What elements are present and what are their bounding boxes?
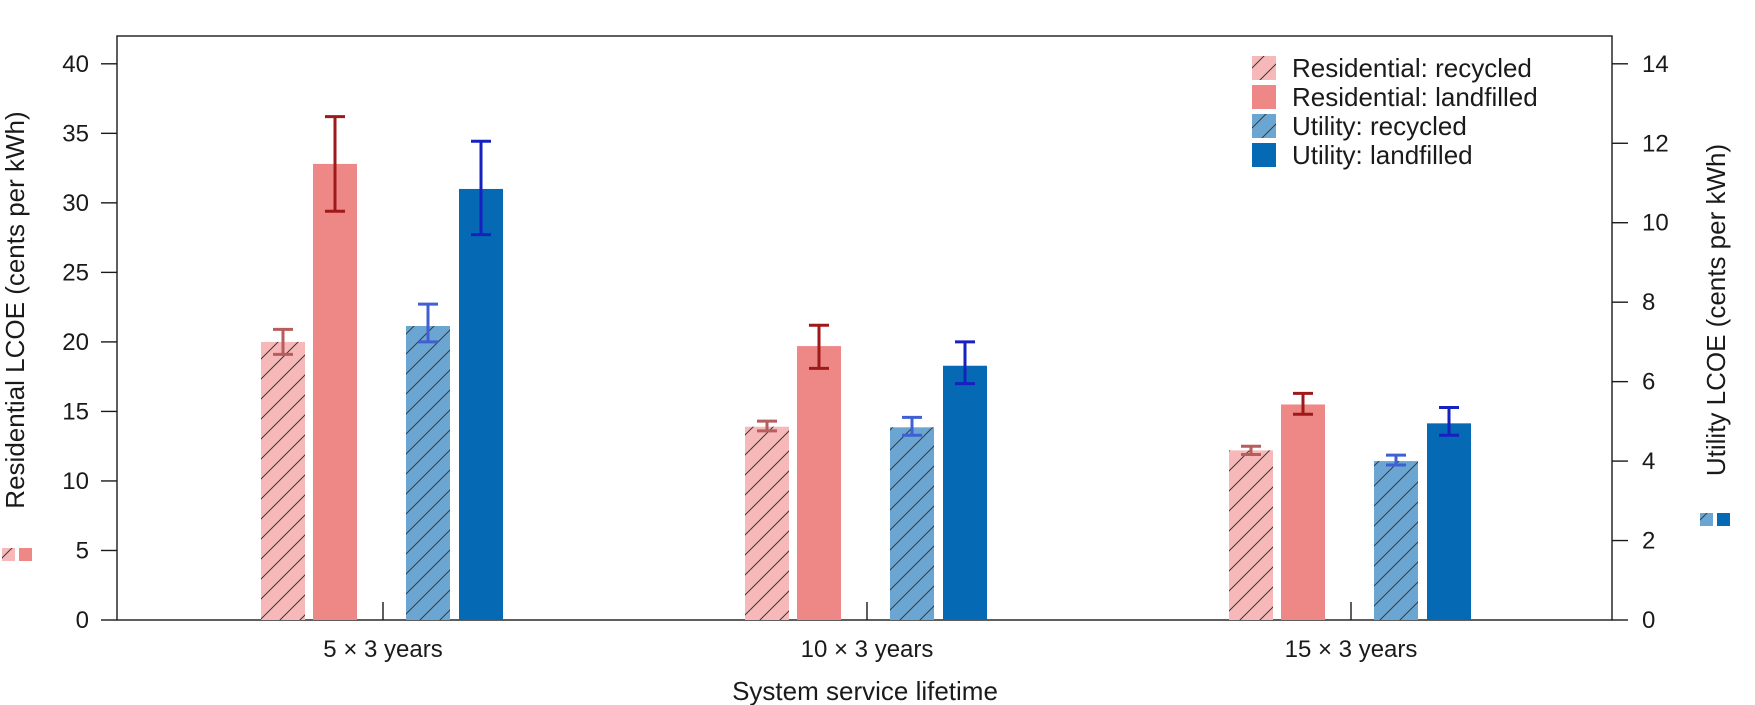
error-bar <box>809 323 829 370</box>
bar <box>1281 404 1325 620</box>
right-tick-label: 14 <box>1642 51 1669 78</box>
error-bar <box>757 419 777 433</box>
error-bar <box>273 327 293 356</box>
left-tick-label: 0 <box>76 607 89 634</box>
right-tick-label: 2 <box>1642 528 1655 555</box>
x-axis-title: System service lifetime <box>732 676 998 705</box>
error-bar <box>1439 405 1459 437</box>
bar-series <box>261 163 1471 620</box>
left-tick-label: 5 <box>76 537 89 564</box>
left-tick-label: 20 <box>62 329 89 356</box>
plot-frame <box>116 35 1613 621</box>
legend-swatch <box>1252 85 1276 109</box>
legend-label: Utility: landfilled <box>1292 140 1473 170</box>
right-y-axis: 0 2 4 6 8 10 12 14 <box>1612 51 1669 634</box>
error-bar <box>471 139 491 237</box>
right-tick-label: 4 <box>1642 448 1655 475</box>
legend-swatch <box>1252 143 1276 167</box>
left-y-axis: 0 5 10 15 20 25 30 35 40 <box>62 51 117 634</box>
left-axis-title: Residential LCOE (cents per kWh) <box>0 111 30 508</box>
bar <box>459 188 503 620</box>
bar-hatch <box>261 341 305 620</box>
bar <box>797 346 841 620</box>
legend-label: Residential: landfilled <box>1292 82 1538 112</box>
left-tick-label: 10 <box>62 468 89 495</box>
left-tick-label: 15 <box>62 398 89 425</box>
legend-swatch-hatch <box>1252 114 1276 138</box>
x-axis: 5 × 3 years 10 × 3 years 15 × 3 years <box>323 602 1417 663</box>
left-axis-key-hatched-pattern <box>2 548 15 561</box>
left-tick-label: 40 <box>62 51 89 78</box>
right-tick-label: 8 <box>1642 289 1655 316</box>
bar-hatch <box>1229 450 1273 620</box>
error-bar <box>1241 444 1261 457</box>
left-tick-label: 30 <box>62 190 89 217</box>
right-axis-key-solid <box>1717 513 1730 526</box>
error-bar <box>1386 453 1406 467</box>
error-bar <box>902 415 922 437</box>
right-tick-label: 6 <box>1642 369 1655 396</box>
bar <box>313 163 357 620</box>
legend-label: Residential: recycled <box>1292 53 1532 83</box>
bar-hatch <box>745 426 789 620</box>
legend-label: Utility: recycled <box>1292 111 1467 141</box>
bar-hatch <box>406 326 450 620</box>
legend-swatch-hatch <box>1252 56 1276 80</box>
right-tick-label: 12 <box>1642 130 1669 157</box>
x-tick-label: 10 × 3 years <box>801 636 934 663</box>
left-tick-label: 35 <box>62 120 89 147</box>
left-axis-title-group: Residential LCOE (cents per kWh) <box>0 111 32 561</box>
x-tick-label: 5 × 3 years <box>323 636 442 663</box>
error-bars <box>273 115 1459 467</box>
bar <box>1427 423 1471 620</box>
left-tick-label: 25 <box>62 259 89 286</box>
left-axis-key-solid <box>19 548 32 561</box>
error-bar <box>955 340 975 386</box>
error-bar <box>418 302 438 344</box>
bar <box>943 365 987 620</box>
right-tick-label: 0 <box>1642 607 1655 634</box>
right-axis-title: Utility LCOE (cents per kWh) <box>1701 144 1731 476</box>
error-bar <box>325 115 345 213</box>
error-bar <box>1293 391 1313 416</box>
bar-hatch <box>890 427 934 620</box>
right-axis-key-hatched-pattern <box>1700 513 1713 526</box>
right-axis-title-group: Utility LCOE (cents per kWh) <box>1700 144 1731 526</box>
bar-hatch <box>1374 461 1418 620</box>
right-tick-label: 10 <box>1642 210 1669 237</box>
x-tick-label: 15 × 3 years <box>1285 636 1418 663</box>
